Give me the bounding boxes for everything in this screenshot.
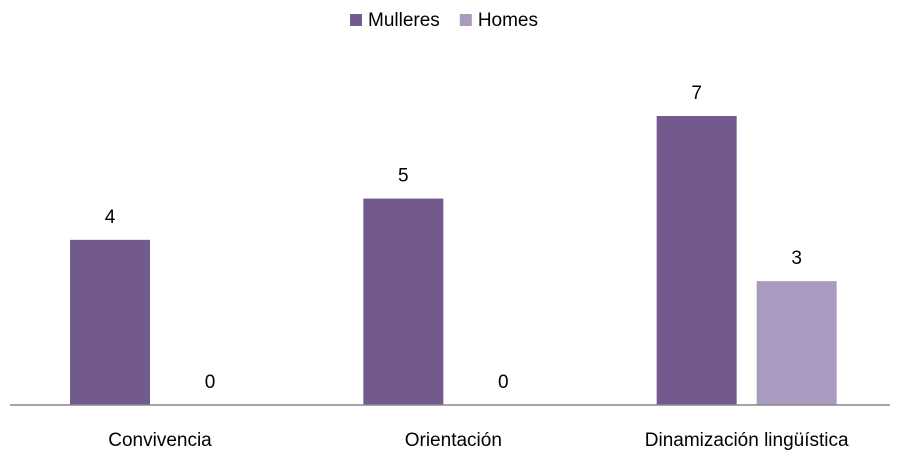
bar	[363, 198, 444, 405]
bar	[70, 239, 150, 405]
legend-label: Homes	[478, 10, 538, 31]
legend-swatch	[350, 14, 362, 26]
data-label: 4	[105, 207, 116, 228]
bar	[756, 281, 837, 405]
legend-label: Mulleres	[368, 10, 440, 31]
legend-swatch	[459, 14, 472, 26]
x-tick-label: Orientación	[405, 430, 502, 451]
x-tick-label: Dinamización lingüística	[645, 430, 849, 451]
bar	[656, 116, 737, 405]
data-label: 0	[205, 372, 216, 393]
x-tick-label: Convivencia	[108, 430, 212, 451]
data-label: 7	[691, 83, 702, 104]
data-label: 0	[498, 372, 509, 393]
data-label: 5	[398, 166, 409, 187]
data-label: 3	[791, 248, 802, 269]
